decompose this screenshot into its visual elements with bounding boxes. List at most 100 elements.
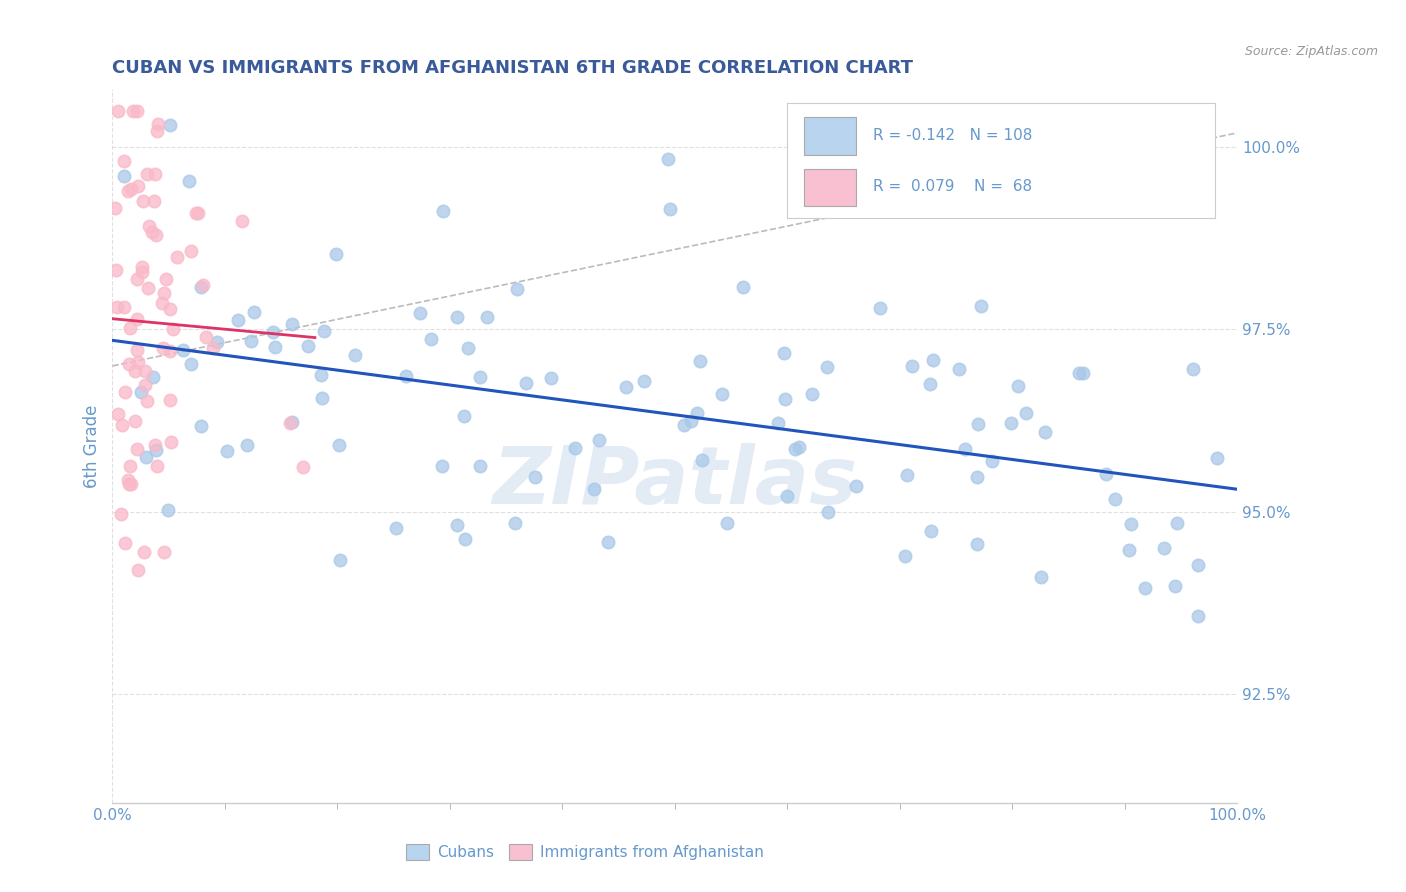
Point — [132, 545, 155, 559]
Point — [110, 508, 132, 522]
Point — [918, 377, 941, 392]
Point — [515, 376, 537, 390]
Point — [1029, 569, 1052, 583]
Point — [104, 201, 127, 215]
Point — [309, 368, 332, 383]
Point — [1182, 362, 1205, 376]
Point — [127, 272, 149, 286]
Point — [716, 516, 738, 531]
Point — [981, 454, 1004, 468]
Point — [120, 477, 142, 491]
Point — [329, 552, 352, 566]
Point — [311, 391, 333, 405]
Point — [815, 359, 838, 374]
Point — [1095, 467, 1118, 482]
Point — [773, 392, 796, 406]
Point — [118, 357, 141, 371]
Point — [1118, 542, 1140, 557]
Point — [1033, 425, 1056, 439]
Point — [776, 490, 799, 504]
Point — [184, 206, 207, 220]
Point — [143, 438, 166, 452]
Point — [506, 282, 529, 296]
Point — [673, 417, 696, 432]
Point — [657, 152, 679, 166]
Point — [135, 450, 157, 464]
Point — [180, 244, 202, 258]
Point — [686, 406, 709, 420]
Point — [801, 386, 824, 401]
Point — [505, 516, 527, 531]
Point — [920, 524, 942, 538]
Point — [1187, 609, 1209, 624]
Point — [325, 246, 347, 260]
Point — [845, 478, 868, 492]
Point — [1071, 366, 1094, 380]
Point — [166, 251, 188, 265]
Point — [967, 417, 990, 432]
Point — [134, 378, 156, 392]
Point — [160, 435, 183, 450]
Text: Source: ZipAtlas.com: Source: ZipAtlas.com — [1244, 45, 1378, 58]
Point — [633, 374, 655, 388]
Point — [112, 301, 135, 315]
Point — [789, 440, 811, 454]
Point — [159, 302, 181, 317]
Point — [152, 341, 174, 355]
Point — [146, 458, 169, 473]
Point — [190, 280, 212, 294]
Point — [236, 438, 259, 452]
Point — [105, 300, 128, 314]
Point — [112, 154, 135, 169]
Point — [129, 384, 152, 399]
Point — [107, 407, 129, 421]
Point — [191, 278, 214, 293]
Point — [125, 312, 148, 326]
Point — [107, 103, 129, 118]
Point — [1119, 516, 1142, 531]
Point — [215, 443, 238, 458]
Point — [127, 355, 149, 369]
Point — [966, 537, 988, 551]
Point — [446, 310, 468, 324]
Point — [190, 419, 212, 434]
Point — [127, 178, 149, 193]
Point — [205, 334, 228, 349]
Point — [138, 219, 160, 233]
Point — [966, 470, 988, 484]
Point — [540, 371, 562, 385]
Text: ZIPatlas: ZIPatlas — [492, 442, 858, 521]
Point — [157, 503, 180, 517]
Point — [278, 416, 301, 430]
Point — [145, 123, 167, 137]
Point — [155, 272, 177, 286]
Point — [125, 103, 148, 118]
Point — [922, 353, 945, 368]
Point — [105, 263, 128, 277]
Point — [524, 470, 547, 484]
Point — [172, 343, 194, 358]
Point — [970, 299, 993, 313]
Point — [120, 182, 142, 196]
Point — [131, 265, 153, 279]
Point — [692, 453, 714, 467]
Point — [901, 359, 924, 374]
Point — [297, 338, 319, 352]
Point — [135, 168, 157, 182]
Point — [470, 369, 492, 384]
Legend: Cubans, Immigrants from Afghanistan: Cubans, Immigrants from Afghanistan — [401, 838, 769, 866]
Point — [588, 434, 610, 448]
Point — [773, 345, 796, 359]
Point — [262, 325, 284, 339]
Point — [766, 416, 789, 430]
Point — [312, 324, 335, 338]
Point — [177, 174, 200, 188]
Point — [894, 549, 917, 564]
Point — [679, 414, 702, 428]
Point — [1015, 406, 1038, 420]
Point — [564, 441, 586, 455]
Point — [142, 370, 165, 384]
Point — [1007, 378, 1029, 392]
Point — [475, 310, 498, 325]
Point — [420, 332, 443, 346]
